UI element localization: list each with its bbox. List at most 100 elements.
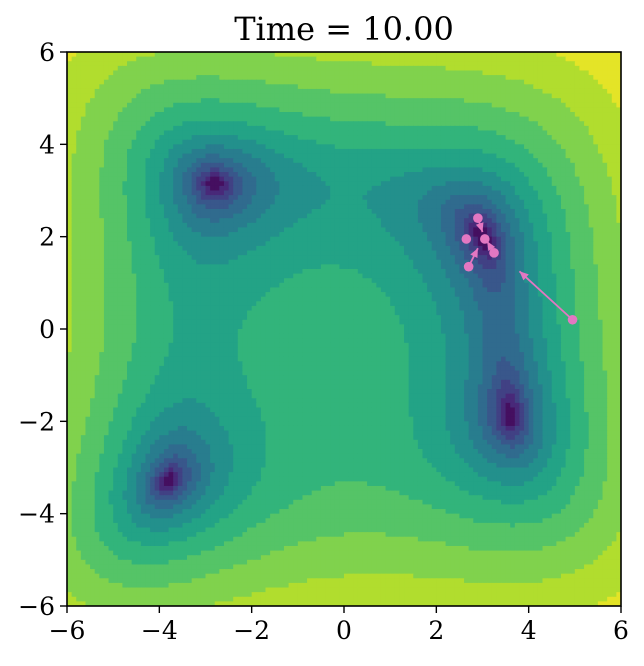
contour-cell [117,93,123,99]
contour-cell [145,167,151,173]
contour-cell [127,181,133,187]
contour-cell [270,79,276,85]
contour-cell [510,52,516,58]
contour-cell [163,98,170,104]
contour-cell [242,112,248,118]
contour-cell [80,107,87,113]
contour-cell [85,130,91,136]
contour-cell [556,232,562,238]
contour-cell [200,93,207,99]
contour-cell [182,79,188,85]
contour-cell [131,75,137,81]
contour-cell [551,70,557,76]
contour-cell [85,236,91,242]
contour-cell [570,208,576,215]
contour-cell [67,84,73,90]
contour-cell [228,227,234,233]
contour-cell [408,199,414,205]
contour-cell [454,130,461,136]
contour-cell [514,204,521,210]
contour-cell [477,56,484,62]
contour-cell [168,222,174,229]
contour-cell [191,70,197,76]
contour-cell [556,195,562,201]
contour-cell [297,102,304,108]
contour-cell [399,195,405,201]
contour-cell [524,52,530,58]
contour-cell [205,61,211,67]
contour-cell [602,176,608,182]
contour-cell [500,176,507,182]
contour-cell [597,102,604,108]
contour-cell [616,84,621,90]
contour-cell [533,70,539,76]
contour-cell [187,144,193,150]
contour-cell [297,116,304,122]
contour-cell [122,65,128,72]
contour-cell [228,162,234,169]
contour-cell [251,148,257,155]
contour-cell [496,75,502,81]
contour-cell [390,125,396,132]
contour-cell [330,227,336,233]
contour-cell [436,148,442,155]
contour-cell [491,102,497,108]
contour-cell [390,139,396,145]
contour-cell [145,65,151,72]
contour-cell [113,139,119,145]
contour-cell [593,84,599,90]
contour-cell [117,208,123,215]
contour-cell [394,75,400,81]
contour-cell [482,204,488,210]
contour-cell [288,56,294,62]
contour-cell [205,227,211,233]
contour-cell [528,88,534,95]
contour-cell [187,176,193,182]
contour-cell [260,190,267,196]
contour-cell [602,102,608,108]
contour-cell [514,107,521,113]
contour-cell [159,190,165,196]
contour-cell [334,139,340,145]
contour-cell [417,227,424,233]
contour-cell [131,208,137,215]
contour-cell [570,65,576,72]
contour-cell [399,75,405,81]
contour-cell [491,232,497,238]
contour-cell [237,204,244,210]
contour-cell [376,65,382,72]
contour-cell [302,125,308,132]
contour-cell [233,204,239,210]
contour-cell [108,130,114,136]
contour-cell [173,236,179,242]
contour-cell [611,52,617,58]
contour-cell [560,153,567,159]
contour-cell [408,93,414,99]
contour-cell [560,107,567,113]
contour-cell [496,79,502,85]
contour-cell [394,162,400,169]
contour-cell [85,222,91,229]
contour-cell [334,167,340,173]
contour-cell [163,167,170,173]
contour-cell [464,208,470,215]
contour-cell [547,236,553,242]
contour-cell [348,195,354,201]
contour-cell [293,185,299,192]
contour-cell [113,227,119,233]
contour-cell [265,112,271,118]
contour-cell [399,139,405,145]
contour-cell [399,176,405,182]
contour-cell [353,98,359,104]
contour-cell [616,208,621,215]
contour-cell [122,176,128,182]
contour-cell [385,204,391,210]
contour-cell [611,61,617,67]
contour-cell [283,208,290,215]
contour-cell [117,56,123,62]
contour-cell [556,204,562,210]
contour-cell [505,190,511,196]
contour-cell [588,88,594,95]
contour-cell [357,208,364,215]
contour-cell [67,172,73,178]
